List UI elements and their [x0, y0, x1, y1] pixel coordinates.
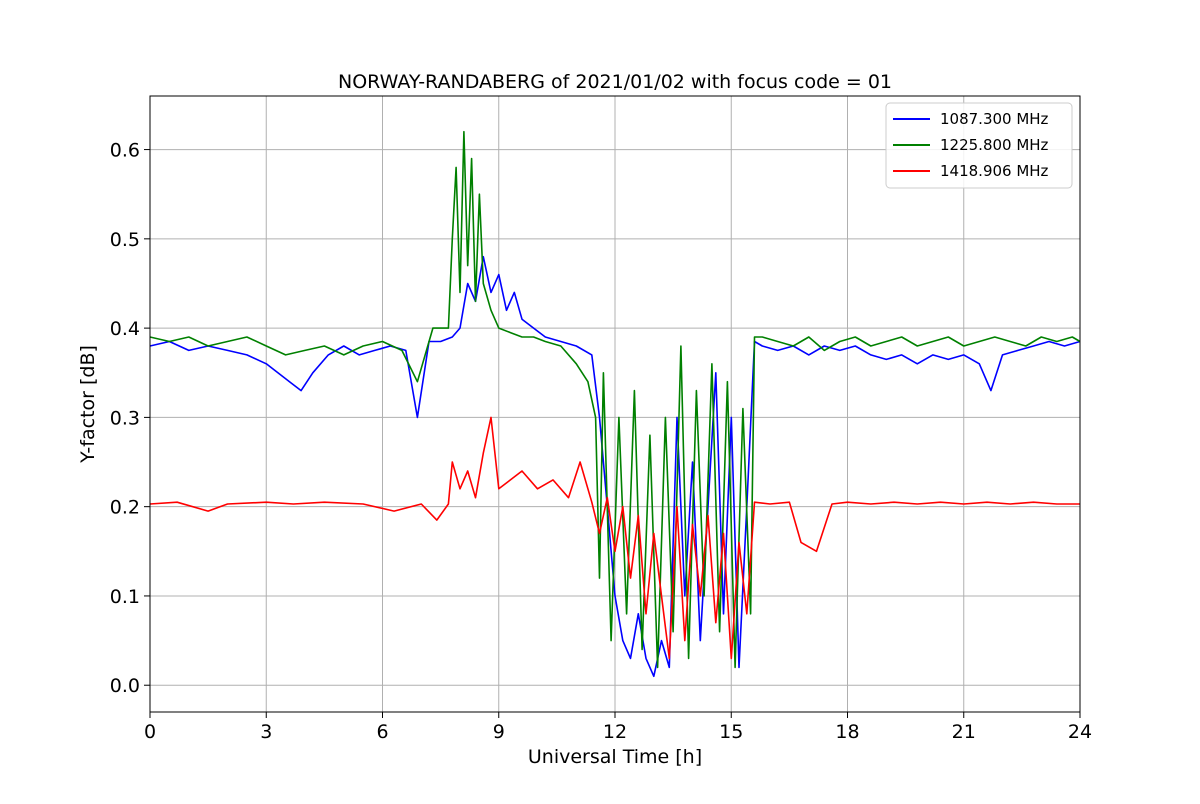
x-tick-label: 0	[144, 721, 156, 743]
y-tick-label: 0.6	[110, 140, 140, 162]
x-tick-label: 15	[719, 721, 743, 743]
legend-label-1225: 1225.800 MHz	[940, 136, 1049, 154]
x-tick-label: 18	[835, 721, 859, 743]
series-line-1	[149, 130, 1081, 669]
legend: 1087.300 MHz 1225.800 MHz 1418.906 MHz	[885, 102, 1073, 189]
y-tick-label: 0.4	[110, 318, 140, 340]
x-tick-label: 21	[952, 721, 976, 743]
y-tick-label: 0.3	[110, 407, 140, 429]
x-tick-label: 9	[493, 721, 505, 743]
series-line-2	[149, 416, 1080, 660]
series-line-0	[149, 255, 1081, 678]
x-tick-label: 6	[376, 721, 388, 743]
legend-box	[885, 102, 1073, 189]
legend-label-1418: 1418.906 MHz	[940, 162, 1049, 180]
x-tick-label: 24	[1068, 721, 1092, 743]
x-tick-label: 12	[603, 721, 627, 743]
y-tick-label: 0.1	[110, 586, 140, 608]
x-axis-label: Universal Time [h]	[528, 746, 702, 768]
y-tick-label: 0.2	[110, 497, 140, 519]
chart-title: NORWAY-RANDABERG of 2021/01/02 with focu…	[338, 71, 892, 93]
x-tick-label: 3	[260, 721, 272, 743]
tick-layer: 0 3 6 9 12 15 18 21 24 0.0 0.1 0.2 0.3 0.4 0.5 0.6	[110, 140, 1092, 743]
y-axis-label: Y-factor [dB]	[77, 345, 99, 464]
y-tick-label: 0.5	[110, 229, 140, 251]
y-tick-label: 0.0	[110, 675, 140, 697]
legend-label-1087: 1087.300 MHz	[940, 110, 1049, 128]
series-layer	[149, 130, 1081, 678]
